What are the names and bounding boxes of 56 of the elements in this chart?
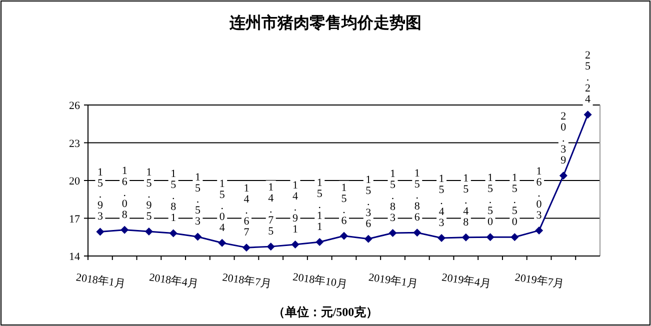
x-tick-label: 2019年4月 <box>440 272 492 290</box>
point <box>96 228 104 236</box>
data-label: 15.53 <box>194 172 201 228</box>
data-label: 15.6 <box>341 182 348 227</box>
data-label: 15.50 <box>488 172 494 228</box>
data-label: 14.67 <box>244 182 250 239</box>
point <box>266 242 275 251</box>
data-label: 16.03 <box>536 165 542 222</box>
x-tick-label: 2019年7月 <box>514 272 565 290</box>
point <box>194 232 202 241</box>
data-label: 20.39 <box>560 110 567 167</box>
y-tick-label: 14 <box>69 251 80 263</box>
point <box>438 234 446 242</box>
x-tick-label: 2019年1月 <box>368 272 419 290</box>
data-label: 15.86 <box>414 168 420 224</box>
chart-title: 连州市猪肉零售均价走势图 <box>228 14 422 32</box>
y-tick-label: 23 <box>69 138 80 150</box>
point <box>218 238 226 247</box>
x-axis-title: （单位：元/500克） <box>272 305 378 319</box>
data-label: 25.24 <box>585 50 592 106</box>
point <box>291 240 300 249</box>
data-label: 15.83 <box>390 168 396 224</box>
point <box>584 110 592 119</box>
data-label: 15.11 <box>316 177 323 234</box>
data-label: 15.36 <box>366 174 372 230</box>
data-label: 16.08 <box>122 164 128 221</box>
y-tick-label: 26 <box>69 100 80 112</box>
point <box>462 233 470 242</box>
point <box>510 233 519 242</box>
point <box>364 234 372 243</box>
data-label: 15.81 <box>170 168 177 224</box>
point <box>169 229 178 238</box>
point <box>486 233 494 242</box>
point <box>340 232 348 240</box>
y-tick-label: 20 <box>69 176 80 188</box>
x-tick-label: 2018年4月 <box>148 272 200 290</box>
point <box>535 226 544 234</box>
data-label: 14.75 <box>268 182 274 238</box>
y-tick-label: 17 <box>69 213 80 226</box>
point <box>242 244 250 252</box>
data-label: 14.91 <box>292 180 298 236</box>
data-label: 15.95 <box>146 166 152 222</box>
point <box>316 238 324 246</box>
point <box>144 227 153 236</box>
data-label: 15.04 <box>219 178 226 234</box>
point <box>559 172 568 180</box>
data-label: 15.43 <box>438 173 445 230</box>
point <box>120 226 129 234</box>
point <box>388 228 397 237</box>
point <box>413 228 422 237</box>
data-label: 15.50 <box>512 172 518 228</box>
x-tick-label: 2018年7月 <box>222 272 272 290</box>
data-label: 15.93 <box>97 166 104 223</box>
x-tick-label: 2018年1月 <box>75 272 126 290</box>
x-tick-label: 2018年10月 <box>292 271 348 291</box>
data-label: 15.48 <box>463 172 470 228</box>
